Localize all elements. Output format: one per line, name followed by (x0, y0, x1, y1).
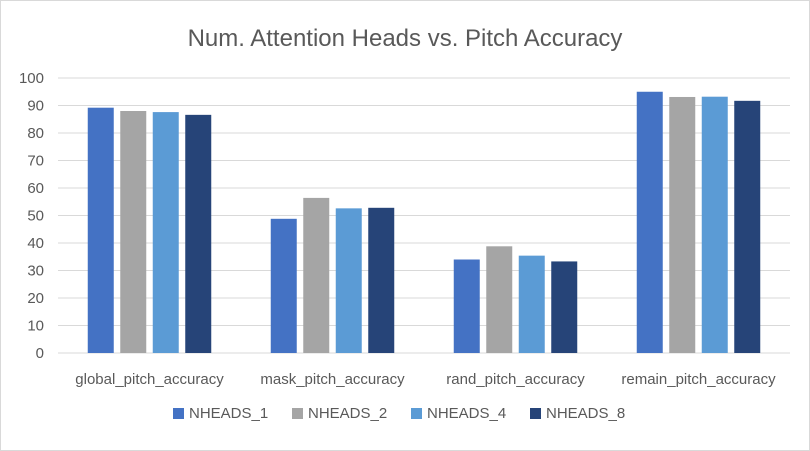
chart-title: Num. Attention Heads vs. Pitch Accuracy (188, 25, 623, 52)
y-tick-label: 60 (27, 180, 44, 197)
bar-nheads-2-global-pitch-accuracy (120, 111, 147, 353)
y-tick-label: 30 (27, 263, 44, 280)
bar-nheads-1-rand-pitch-accuracy (453, 259, 480, 353)
bar-nheads-8-global-pitch-accuracy (185, 114, 212, 353)
y-tick-label: 50 (27, 208, 44, 225)
y-tick-label: 100 (19, 70, 44, 87)
bar-nheads-1-remain-pitch-accuracy (636, 91, 663, 353)
bar-nheads-4-mask-pitch-accuracy (335, 208, 362, 353)
x-category-label: global_pitch_accuracy (75, 371, 224, 388)
legend-swatch (292, 408, 303, 419)
y-tick-label: 90 (27, 98, 44, 115)
bar-nheads-4-remain-pitch-accuracy (701, 96, 728, 353)
bars (87, 91, 761, 353)
y-tick-label: 0 (36, 345, 44, 362)
bar-nheads-8-mask-pitch-accuracy (368, 207, 395, 353)
legend-label: NHEADS_2 (308, 405, 387, 422)
bar-nheads-4-global-pitch-accuracy (152, 112, 179, 353)
bar-nheads-1-mask-pitch-accuracy (270, 218, 297, 353)
y-tick-label: 10 (27, 318, 44, 335)
bar-nheads-2-rand-pitch-accuracy (486, 246, 513, 353)
bar-nheads-1-global-pitch-accuracy (87, 107, 114, 353)
legend: NHEADS_1 NHEADS_2 NHEADS_4 NHEADS_8 (173, 405, 625, 422)
legend-swatch (173, 408, 184, 419)
bar-nheads-4-rand-pitch-accuracy (518, 255, 545, 353)
gridlines (58, 77, 790, 354)
bar-nheads-8-remain-pitch-accuracy (734, 100, 761, 353)
legend-swatch (530, 408, 541, 419)
bar-nheads-8-rand-pitch-accuracy (551, 261, 578, 353)
bar-nheads-2-mask-pitch-accuracy (303, 197, 330, 353)
x-category-label: rand_pitch_accuracy (446, 371, 585, 388)
y-tick-label: 20 (27, 290, 44, 307)
y-tick-label: 80 (27, 125, 44, 142)
legend-label: NHEADS_4 (427, 405, 506, 422)
y-tick-label: 40 (27, 235, 44, 252)
legend-swatch (411, 408, 422, 419)
legend-label: NHEADS_8 (546, 405, 625, 422)
y-tick-label: 70 (27, 153, 44, 170)
x-category-label: mask_pitch_accuracy (260, 371, 405, 388)
bar-nheads-2-remain-pitch-accuracy (669, 96, 696, 353)
legend-label: NHEADS_1 (189, 405, 268, 422)
x-axis-category-labels: global_pitch_accuracy mask_pitch_accuracy… (75, 371, 776, 388)
y-axis-tick-labels: 0 10 20 30 40 50 60 70 80 90 100 (19, 70, 44, 362)
x-category-label: remain_pitch_accuracy (621, 371, 776, 388)
